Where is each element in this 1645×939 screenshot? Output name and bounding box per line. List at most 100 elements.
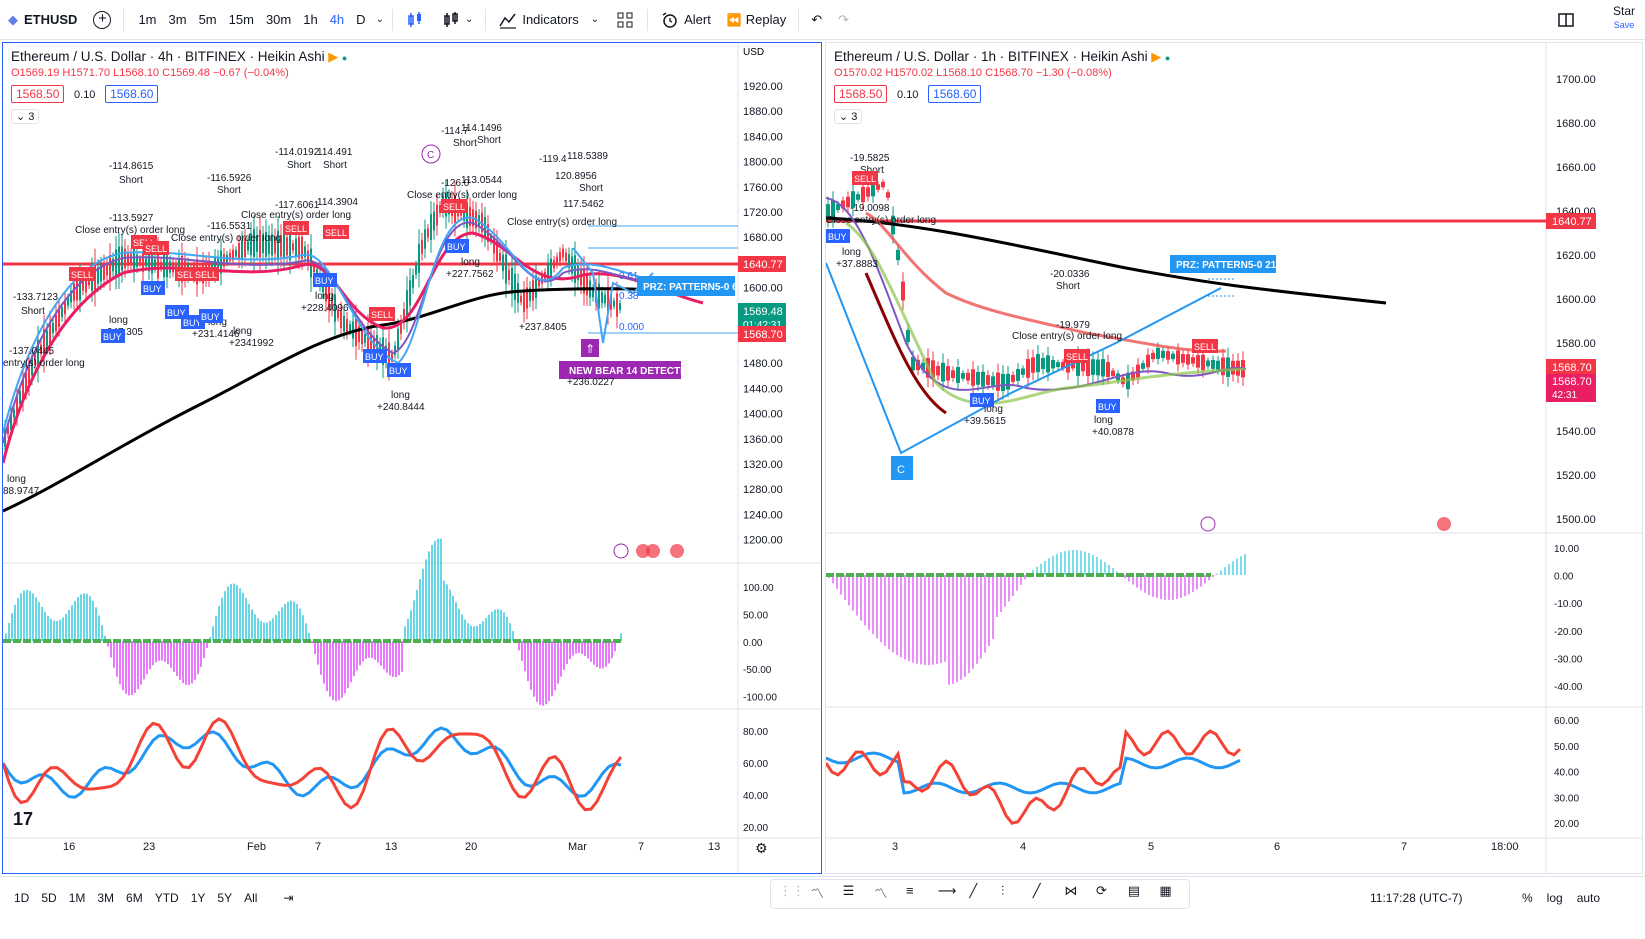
- scale-options: % log auto: [1522, 891, 1600, 905]
- auto-toggle[interactable]: auto: [1576, 891, 1601, 905]
- candle-body: [586, 274, 588, 296]
- flag-us-icon[interactable]: [670, 544, 684, 558]
- macd-bar: [365, 641, 367, 659]
- currency-label[interactable]: USD: [743, 47, 764, 58]
- chevron-down-icon[interactable]: ⌄: [375, 14, 384, 25]
- interval-3m[interactable]: 3m: [168, 12, 187, 27]
- chart-canvas-right[interactable]: 1700.001680.001660.001640.001620.001600.…: [826, 43, 1643, 874]
- symbol-search[interactable]: ◆ ETHUSD: [0, 0, 85, 40]
- flag-icon[interactable]: ▶: [328, 49, 339, 64]
- flag-us-icon[interactable]: [1437, 517, 1451, 531]
- range-1y[interactable]: 1Y: [190, 891, 206, 905]
- macd-bar: [374, 641, 376, 660]
- trade-annotation: -113.5927: [109, 213, 154, 224]
- fib-channel-icon[interactable]: ≡: [906, 883, 914, 898]
- chart-pane-left[interactable]: 1920.00 1880.00 1840.00 1800.00 1760.00 1720.…: [2, 42, 822, 874]
- redo-button[interactable]: ↷: [830, 0, 857, 40]
- templates-button[interactable]: [607, 0, 643, 40]
- settings-gear-icon[interactable]: ⚙: [755, 840, 768, 856]
- save-layout-button[interactable]: Star Save: [1613, 4, 1635, 32]
- macd-bar: [1124, 575, 1126, 579]
- replay-button[interactable]: ⏪ Replay: [719, 0, 794, 40]
- bar-type-button[interactable]: ⌄: [433, 0, 481, 40]
- indicators-collapse-button[interactable]: ⌄ 3: [11, 109, 40, 124]
- abcd-pattern-icon[interactable]: 〽: [874, 886, 888, 901]
- sell-price-button[interactable]: 1568.50: [11, 85, 65, 103]
- macd-bar: [65, 614, 67, 641]
- compare-button[interactable]: +: [85, 0, 119, 40]
- dividend-icon[interactable]: [613, 543, 629, 559]
- macd-bar: [1216, 573, 1218, 575]
- trend-line-icon[interactable]: ╱: [969, 883, 978, 898]
- macd-bar: [188, 641, 190, 686]
- buy-price-button[interactable]: 1568.60: [105, 85, 159, 103]
- chart-title[interactable]: Ethereum / U.S. Dollar · 1h · BITFINEX ·…: [834, 49, 1148, 64]
- range-1d[interactable]: 1D: [14, 891, 30, 905]
- detected-label[interactable]: NEW BEAR 14 DETECTED: [569, 366, 694, 377]
- flag-us-icon[interactable]: [636, 544, 650, 558]
- range-ytd[interactable]: YTD: [154, 891, 179, 905]
- range-all[interactable]: All: [244, 891, 258, 905]
- flag-icon[interactable]: ▶: [1151, 49, 1162, 64]
- range-1m[interactable]: 1M: [68, 891, 86, 905]
- range-5y[interactable]: 5Y: [217, 891, 233, 905]
- fib-retracement-icon[interactable]: ☰: [842, 883, 855, 898]
- table-icon[interactable]: ▦: [1159, 883, 1172, 898]
- indicators-collapse-button[interactable]: ⌄ 3: [834, 109, 863, 124]
- rsi-ticks: 60.00 50.00 40.00 30.00 20.00: [1554, 716, 1579, 830]
- ruler-icon[interactable]: ▤: [1127, 883, 1141, 898]
- range-3m[interactable]: 3M: [97, 891, 115, 905]
- candle-body: [127, 252, 129, 266]
- log-toggle[interactable]: log: [1546, 891, 1563, 905]
- dividend-icon[interactable]: [1200, 516, 1216, 532]
- macd-bar: [896, 575, 898, 655]
- interval-1m[interactable]: 1m: [138, 12, 157, 27]
- drag-handle-icon[interactable]: ⋮⋮: [779, 883, 805, 898]
- pattern-icon[interactable]: ⋈: [1064, 883, 1078, 898]
- horizontal-ray-icon[interactable]: ⟶: [937, 883, 957, 898]
- undo-button[interactable]: ↶: [803, 0, 830, 40]
- harmonic-pattern[interactable]: [826, 262, 1222, 455]
- price-scale[interactable]: [738, 43, 822, 874]
- candle-body: [268, 235, 270, 255]
- interval-D[interactable]: D: [356, 12, 366, 27]
- clock[interactable]: 11:17:28 (UTC-7): [1370, 891, 1463, 905]
- prz-label[interactable]: PRZ: PATTERN5-0 21: [1176, 260, 1277, 271]
- candle-body: [466, 202, 468, 228]
- chart-canvas-left[interactable]: 1920.001880.001840.001800.001760.001720.…: [3, 43, 822, 874]
- goto-date-icon[interactable]: ⇥: [283, 891, 294, 905]
- interval-4h[interactable]: 4h: [329, 12, 345, 27]
- magnet-icon[interactable]: ⟳: [1096, 883, 1107, 898]
- interval-15m[interactable]: 15m: [228, 12, 254, 27]
- price-scale[interactable]: [1546, 43, 1643, 874]
- candle-body: [517, 283, 519, 303]
- buy-price-button[interactable]: 1568.60: [928, 85, 982, 103]
- harmonic-pattern[interactable]: [572, 247, 654, 344]
- interval-1h[interactable]: 1h: [303, 12, 318, 27]
- xabcd-pattern-icon[interactable]: 〽: [811, 886, 825, 901]
- trade-annotation: +39.5615: [964, 416, 1006, 427]
- candle-body: [406, 290, 408, 319]
- indicators-button[interactable]: Indicators ⌄: [490, 0, 607, 40]
- chart-title[interactable]: Ethereum / U.S. Dollar · 4h · BITFINEX ·…: [11, 49, 325, 64]
- flag-us-icon[interactable]: [646, 544, 660, 558]
- sell-price-button[interactable]: 1568.50: [834, 85, 888, 103]
- percent-toggle[interactable]: %: [1522, 891, 1533, 905]
- macd-bar: [1064, 551, 1066, 575]
- prz-label[interactable]: PRZ: PATTERN5-0 6: [643, 282, 738, 293]
- macd-bar: [248, 603, 250, 641]
- range-5d[interactable]: 5D: [41, 891, 57, 905]
- chart-type-button[interactable]: [397, 0, 433, 40]
- range-6m[interactable]: 6M: [126, 891, 143, 905]
- interval-30m[interactable]: 30m: [265, 12, 292, 27]
- layout-button[interactable]: [1548, 0, 1584, 40]
- candle-body: [876, 184, 880, 190]
- chart-pane-right[interactable]: 1700.00 1680.00 1660.00 1640.00 1620.00 1600.…: [825, 42, 1643, 874]
- alert-button[interactable]: Alert: [652, 0, 719, 40]
- interval-5m[interactable]: 5m: [198, 12, 217, 27]
- pitchfork-icon[interactable]: ⫶: [1001, 883, 1005, 898]
- line-icon[interactable]: ╱: [1032, 883, 1041, 898]
- candle-body: [1056, 362, 1060, 367]
- candle-body: [1006, 373, 1010, 390]
- price-tick: 1920.00: [743, 81, 783, 93]
